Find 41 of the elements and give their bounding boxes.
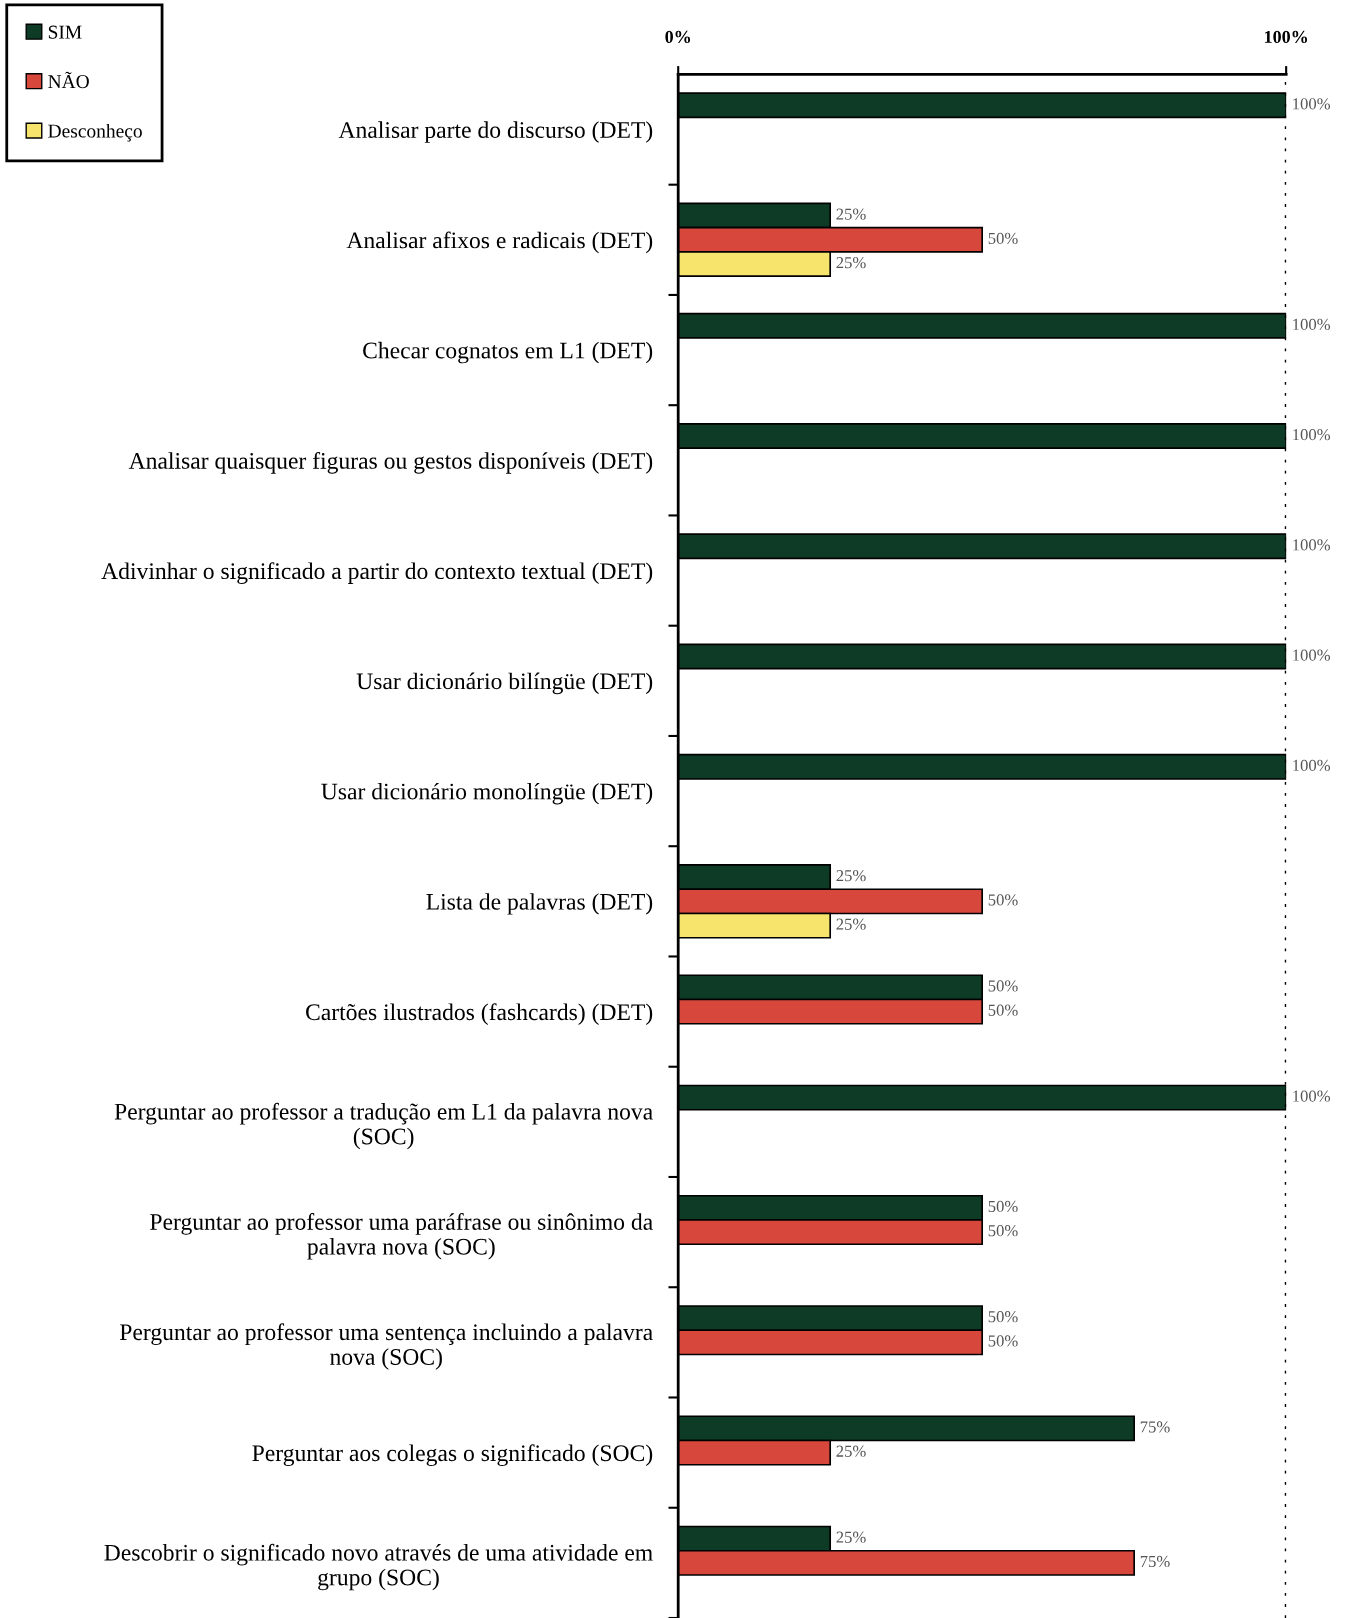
data-label: 50%	[988, 1311, 1018, 1323]
data-label: 75%	[1140, 1555, 1170, 1568]
y-tick-label: Perguntar aos colegas o significado (SOC)	[252, 1444, 653, 1467]
data-label: 50%	[988, 1335, 1018, 1347]
data-label: 100%	[1293, 649, 1331, 661]
y-tick-label: Perguntar ao professor a tradução em L1 da palavra nova (SOC)	[114, 1102, 653, 1150]
data-label: 25%	[836, 1445, 866, 1457]
y-tick-label: Descobrir o significado novo através de uma atividade em grupo (SOC)	[104, 1543, 653, 1591]
data-label: 50%	[988, 980, 1018, 992]
legend-label: SIM	[48, 25, 82, 39]
legend-label: NÃO	[48, 71, 89, 89]
data-label: 25%	[836, 1531, 866, 1543]
y-tick-label: Perguntar ao professor uma sentença incluindo a palavra nova (SOC)	[119, 1323, 653, 1370]
data-label: 50%	[988, 894, 1018, 906]
data-label: 100%	[1293, 318, 1331, 331]
x-tick-label: 0%	[665, 30, 691, 44]
y-tick-label: Analisar afixos e radicais (DET)	[346, 231, 653, 254]
y-tick-label: Analisar quaisquer figuras ou gestos disponíveis (DET)	[128, 452, 653, 474]
data-label: 100%	[1293, 759, 1331, 772]
data-label: 50%	[988, 232, 1018, 245]
y-tick-label: Cartões ilustrados (fashcards) (DET)	[306, 1003, 653, 1025]
data-label: 25%	[836, 256, 866, 269]
y-tick-label: Analisar parte do discurso (DET)	[338, 121, 653, 143]
legend-label: Desconheço	[48, 123, 142, 142]
data-label: 50%	[988, 1200, 1018, 1213]
data-label: 25%	[836, 208, 866, 220]
data-label: 100%	[1293, 539, 1331, 551]
y-tick-label: Adivinhar o significado a partir do contexto textual (DET)	[101, 562, 653, 584]
y-tick-label: Checar cognatos em L1 (DET)	[363, 341, 653, 364]
data-label: 50%	[988, 1225, 1018, 1237]
data-label: 100%	[1293, 428, 1331, 441]
data-label: 100%	[1293, 1090, 1331, 1102]
y-tick-label: Usar dicionário bilíngüe (DET)	[356, 672, 653, 695]
data-label: 25%	[836, 918, 866, 930]
data-label: 50%	[988, 1004, 1018, 1016]
y-tick-label: Perguntar ao professor uma paráfrase ou sinônimo da palavra nova (SOC)	[150, 1213, 653, 1260]
y-tick-label: Lista de palavras (DET)	[426, 893, 653, 915]
data-label: 100%	[1293, 98, 1331, 110]
data-label: 75%	[1140, 1421, 1170, 1433]
data-label: 25%	[836, 870, 866, 882]
y-tick-label: Usar dicionário monolíngüe (DET)	[321, 782, 653, 805]
